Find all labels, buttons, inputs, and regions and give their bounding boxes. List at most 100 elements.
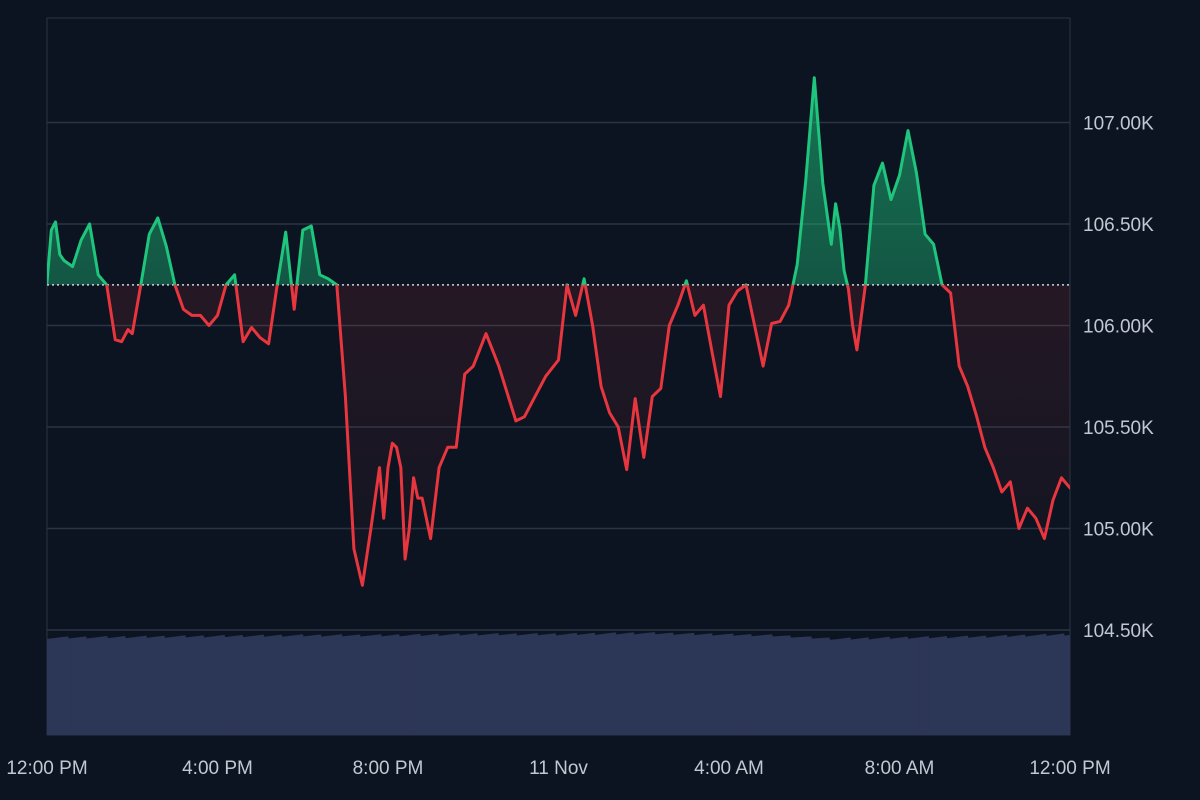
volume-bar xyxy=(284,636,289,735)
volume-bar xyxy=(970,637,975,735)
volume-bar xyxy=(224,636,228,735)
volume-bar xyxy=(820,637,824,735)
volume-bar xyxy=(408,635,412,735)
volume-bar xyxy=(281,636,286,735)
volume-bar xyxy=(760,635,764,735)
volume-bar xyxy=(720,634,725,735)
volume-bar xyxy=(519,634,523,735)
volume-bar xyxy=(714,635,719,735)
volume-bar xyxy=(1003,634,1008,735)
volume-bar xyxy=(504,634,508,735)
volume-bar xyxy=(432,634,436,735)
volume-bar xyxy=(627,632,632,735)
volume-bar xyxy=(934,637,939,735)
volume-bar xyxy=(901,637,905,735)
volume-bar xyxy=(56,637,60,735)
volume-bar xyxy=(110,637,114,735)
volume-bar xyxy=(206,636,210,735)
volume-bar xyxy=(441,635,445,735)
volume-bar xyxy=(898,637,902,735)
volume-bar xyxy=(943,636,948,735)
volume-bar xyxy=(335,634,340,735)
volume-bar xyxy=(543,634,547,735)
volume-bar xyxy=(173,636,177,735)
x-tick-label: 11 Nov xyxy=(529,758,588,779)
volume-bar xyxy=(778,636,782,735)
volume-bar xyxy=(666,633,671,735)
volume-bar xyxy=(763,634,767,735)
volume-bar xyxy=(74,637,78,735)
volume-bar xyxy=(299,634,304,735)
volume-bar xyxy=(913,637,917,735)
volume-bar xyxy=(95,637,99,735)
volume-bar xyxy=(507,634,511,735)
volume-bar xyxy=(486,634,490,735)
volume-bar xyxy=(847,637,851,735)
volume-bar xyxy=(236,635,240,735)
volume-bar xyxy=(405,635,409,735)
volume-bar xyxy=(365,635,370,735)
volume-bar xyxy=(275,635,280,735)
y-tick-label: 104.50K xyxy=(1083,621,1154,642)
volume-bar xyxy=(50,638,54,735)
volume-bar xyxy=(492,633,496,735)
y-tick-label: 105.00K xyxy=(1083,520,1154,541)
volume-bar xyxy=(146,637,150,735)
volume-bar xyxy=(802,636,806,735)
volume-bar xyxy=(817,638,821,735)
volume-bar xyxy=(453,633,457,735)
volume-bar xyxy=(98,636,102,735)
volume-bar xyxy=(462,634,466,735)
volume-bar xyxy=(730,633,734,735)
volume-bar xyxy=(311,635,316,735)
volume-bar xyxy=(651,632,656,735)
volume-bar xyxy=(916,637,920,735)
volume-bar xyxy=(540,634,544,735)
volume-bar xyxy=(471,633,475,735)
volume-bar xyxy=(811,638,815,735)
volume-bar xyxy=(182,635,186,735)
volume-bar xyxy=(164,637,168,735)
volume-bar xyxy=(215,635,219,735)
volume-bar xyxy=(844,637,848,735)
volume-bar xyxy=(287,635,292,735)
volume-bar xyxy=(609,632,614,735)
volume-bar xyxy=(751,636,755,735)
volume-bar xyxy=(477,635,481,735)
volume-bar xyxy=(1012,635,1017,735)
volume-bar xyxy=(317,634,322,735)
volume-bar xyxy=(65,636,69,735)
x-tick-label: 4:00 PM xyxy=(182,758,253,779)
volume-bar xyxy=(269,635,274,735)
volume-bar xyxy=(390,635,394,735)
volume-bar xyxy=(648,632,653,735)
volume-bar xyxy=(787,635,791,735)
volume-bar xyxy=(1039,634,1044,735)
volume-bar xyxy=(402,635,406,735)
plot-frame xyxy=(46,17,1071,736)
volume-bar xyxy=(681,633,686,735)
volume-bar xyxy=(134,636,138,735)
volume-bar xyxy=(350,635,355,735)
volume-bar xyxy=(588,633,592,735)
volume-bar xyxy=(305,635,310,735)
volume-bar xyxy=(257,635,262,735)
volume-bar xyxy=(946,638,951,735)
volume-bar xyxy=(209,636,213,735)
volume-bar xyxy=(218,635,222,735)
volume-bar xyxy=(546,634,550,735)
volume-bar xyxy=(143,635,147,735)
volume-bar xyxy=(799,636,803,735)
volume-bar xyxy=(534,633,538,735)
volume-bar xyxy=(684,633,689,735)
area-below-baseline xyxy=(47,284,1070,586)
volume-bar xyxy=(1000,635,1005,735)
volume-bar xyxy=(435,633,439,735)
volume-bar xyxy=(886,636,890,735)
volume-bar xyxy=(835,639,839,735)
volume-bar xyxy=(769,634,773,735)
volume-bar xyxy=(423,635,427,735)
volume-bar xyxy=(976,636,981,735)
volume-bar xyxy=(260,634,265,735)
volume-bar xyxy=(961,636,966,735)
